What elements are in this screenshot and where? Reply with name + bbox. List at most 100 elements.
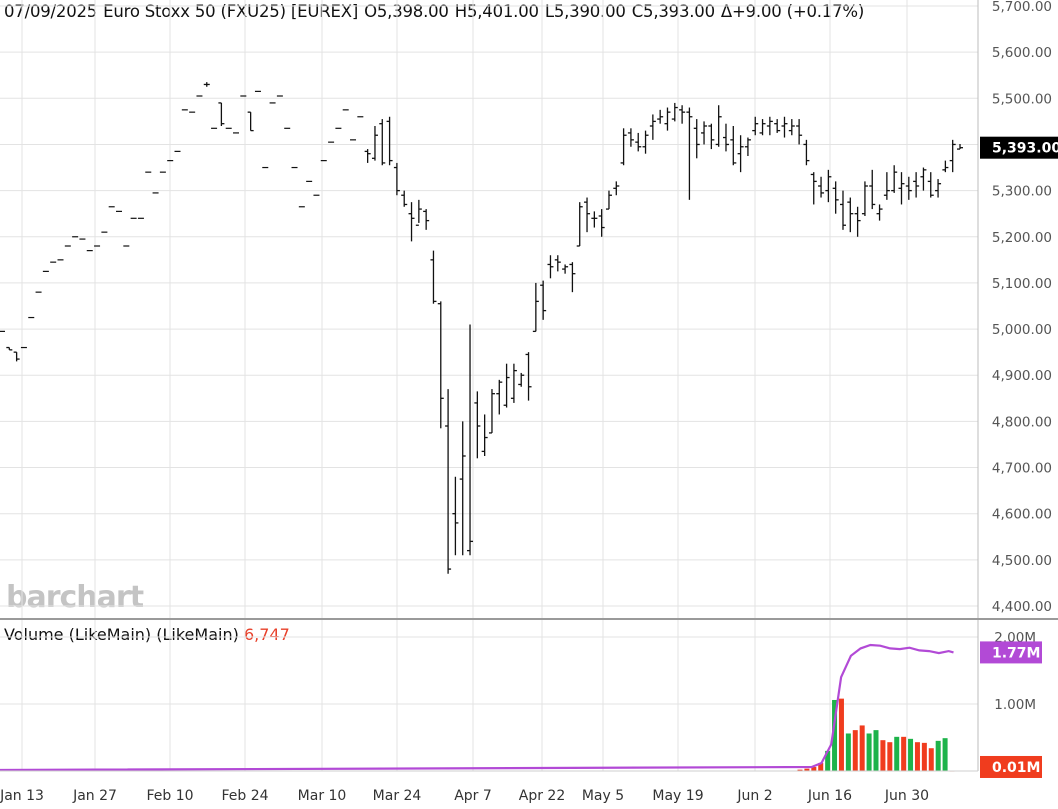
- ohlc-bar: [591, 211, 598, 228]
- ohlc-bar: [13, 351, 20, 362]
- x-tick-label: Jan 27: [72, 788, 117, 804]
- ohlc-bar: [540, 280, 547, 320]
- x-tick-label: Jun 30: [884, 788, 929, 804]
- header-instrument: Euro Stoxx 50 (FXU25) [EUREX]: [103, 2, 359, 21]
- ohlc-bar: [788, 119, 795, 136]
- ohlc-bar: [839, 190, 846, 230]
- ohlc-bar: [218, 102, 225, 126]
- ohlc-bar: [569, 262, 576, 293]
- ohlc-bar: [481, 414, 488, 456]
- header-open: O5,398.00: [364, 2, 449, 21]
- ohlc-bar: [679, 105, 686, 124]
- ohlc-bar: [671, 102, 678, 122]
- ohlc-bar: [518, 372, 525, 387]
- ohlc-bar: [942, 160, 949, 173]
- price-tick-label: 4,600.00: [992, 507, 1052, 523]
- price-tick-label: 4,900.00: [992, 368, 1052, 384]
- volume-bar: [811, 766, 817, 771]
- ohlc-bar: [203, 82, 210, 87]
- ohlc-bar: [935, 179, 942, 198]
- ohlc-bar: [766, 116, 773, 136]
- ohlc-bar: [737, 135, 744, 173]
- header-change: Δ+9.00 (+0.17%): [720, 2, 865, 21]
- ohlc-bar: [832, 181, 839, 214]
- volume-bar: [818, 762, 824, 771]
- x-tick-label: May 5: [582, 788, 624, 804]
- ohlc-bar: [430, 250, 437, 304]
- ohlc-bar: [386, 116, 393, 166]
- price-tick-label: 4,400.00: [992, 599, 1052, 615]
- volume-bar: [866, 733, 872, 771]
- ohlc-bar: [905, 176, 912, 200]
- volume-tick-label: 1.00M: [994, 697, 1036, 713]
- ohlc-bar: [898, 172, 905, 205]
- ohlc-bar: [744, 137, 751, 156]
- ohlc-bar: [891, 165, 898, 193]
- x-tick-label: Mar 24: [373, 788, 422, 804]
- volume-series: [0, 643, 955, 772]
- ohlc-bar: [715, 105, 722, 147]
- volume-bar: [832, 699, 838, 771]
- ohlc-bar: [503, 363, 510, 408]
- header-high: H5,401.00: [454, 2, 539, 21]
- volume-ma-badge: 1.77M: [980, 641, 1042, 664]
- ohlc-bar: [459, 421, 466, 556]
- ohlc-bar: [722, 123, 729, 152]
- ohlc-bar: [415, 199, 422, 226]
- volume-bar: [914, 742, 920, 771]
- ohlc-bar: [957, 144, 963, 150]
- ohlc-bar: [649, 114, 656, 140]
- x-tick-label: Jun 16: [807, 788, 852, 804]
- ohlc-bar: [818, 176, 825, 198]
- ohlc-bar: [408, 202, 415, 242]
- ohlc-bar: [825, 169, 832, 203]
- volume-bar: [852, 730, 858, 771]
- ohlc-bar: [774, 119, 781, 133]
- volume-ma-badge-box: [980, 641, 1042, 664]
- ohlc-bar: [693, 119, 700, 159]
- volume-bar: [942, 738, 948, 771]
- ohlc-bar: [554, 255, 561, 272]
- ohlc-bar: [861, 181, 868, 216]
- volume-bar: [873, 730, 879, 771]
- ohlc-bar: [796, 119, 803, 145]
- volume-bar: [928, 748, 934, 771]
- volume-bar: [797, 769, 803, 771]
- volume-bar: [859, 725, 865, 771]
- ohlc-bar: [708, 123, 715, 150]
- price-tick-label: 5,600.00: [992, 45, 1052, 61]
- x-tick-label: Feb 24: [221, 788, 268, 804]
- volume-ma-line: [0, 643, 954, 772]
- volume-last-badge-text: 0.01M: [992, 760, 1040, 776]
- ohlc-bar: [883, 172, 890, 200]
- x-tick-label: Feb 10: [146, 788, 193, 804]
- price-tick-label: 4,500.00: [992, 553, 1052, 569]
- ohlc-bar: [576, 202, 583, 247]
- volume-ma-badge-text: 1.77M: [992, 645, 1040, 661]
- ohlc-bar: [913, 172, 920, 198]
- ohlc-bar: [598, 209, 605, 237]
- ohlc-bar: [869, 169, 876, 210]
- price-tick-label: 4,800.00: [992, 414, 1052, 430]
- ohlc-bar: [920, 167, 927, 191]
- volume-bar: [880, 740, 886, 771]
- ohlc-bar: [445, 389, 452, 574]
- ohlc-bar: [371, 126, 378, 161]
- barchart-logo: barchart: [6, 580, 144, 615]
- ohlc-bar: [584, 197, 591, 233]
- volume-bar: [908, 738, 914, 771]
- volume-bar: [894, 736, 900, 771]
- ohlc-bar: [6, 346, 13, 351]
- last-price-badge: 5,393.00: [980, 136, 1058, 159]
- ohlc-bar: [847, 197, 854, 233]
- price-tick-label: 5,700.00: [992, 0, 1052, 15]
- ohlc-bar: [642, 130, 649, 154]
- ohlc-bar: [686, 107, 693, 200]
- ohlc-bar: [496, 379, 503, 415]
- x-tick-label: May 19: [652, 788, 703, 804]
- ohlc-bar: [488, 389, 495, 434]
- ohlc-bar: [854, 206, 861, 237]
- last-price-badge-text: 5,393.00: [992, 141, 1058, 157]
- ohlc-bar: [627, 128, 634, 147]
